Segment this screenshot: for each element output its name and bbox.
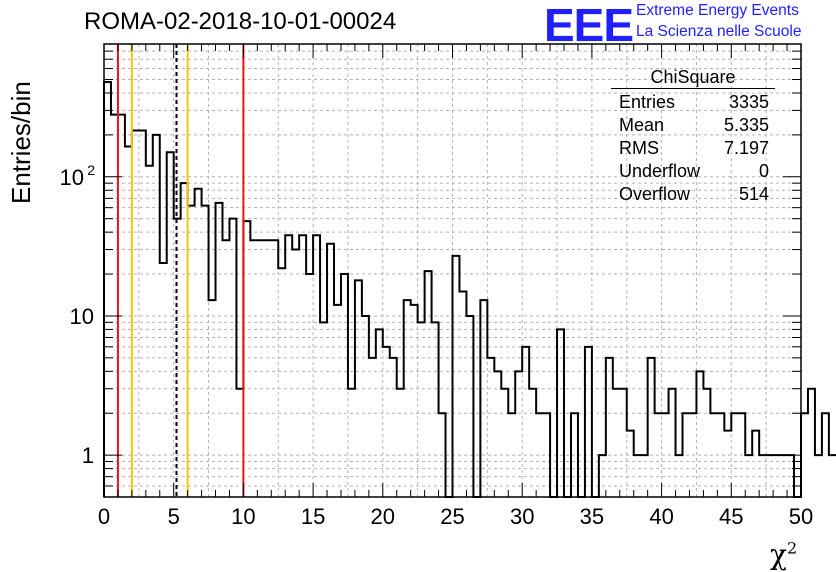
run-title: ROMA-02-2018-10-01-00024 — [84, 8, 396, 36]
stats-box: ChiSquare Entries 3335 Mean 5.335 RMS 7.197… — [607, 66, 779, 206]
x-axis-label: χ2 — [770, 538, 797, 571]
stats-row-rms: RMS 7.197 — [607, 137, 779, 160]
x-tick-label: 10 — [231, 504, 255, 529]
x-tick-label: 30 — [510, 504, 534, 529]
y-tick-label: 1 — [82, 443, 94, 468]
logo-line1: Extreme Energy Events — [636, 2, 799, 20]
y-tick-label: 10 — [70, 304, 94, 329]
x-tick-label: 25 — [440, 504, 464, 529]
x-tick-label: 50 — [789, 504, 813, 529]
x-tick-label: 5 — [168, 504, 180, 529]
x-tick-label: 40 — [649, 504, 673, 529]
y-axis-label: Entries/bin — [6, 81, 37, 204]
stats-row-underflow: Underflow 0 — [607, 160, 779, 183]
y-tick-label-exponent: 2 — [87, 162, 95, 178]
y-tick-label: 10 — [60, 165, 84, 190]
x-tick-label: 20 — [371, 504, 395, 529]
x-tick-label: 35 — [580, 504, 604, 529]
eee-logo-mark: EEE — [544, 0, 633, 52]
x-tick-label: 45 — [719, 504, 743, 529]
stats-row-mean: Mean 5.335 — [607, 114, 779, 137]
x-tick-label: 0 — [98, 504, 110, 529]
stats-row-entries: Entries 3335 — [607, 91, 779, 114]
logo-line2: La Scienza nelle Scuole — [636, 23, 801, 41]
stats-row-overflow: Overflow 514 — [607, 183, 779, 206]
stats-title: ChiSquare — [611, 66, 775, 89]
x-tick-label: 15 — [301, 504, 325, 529]
